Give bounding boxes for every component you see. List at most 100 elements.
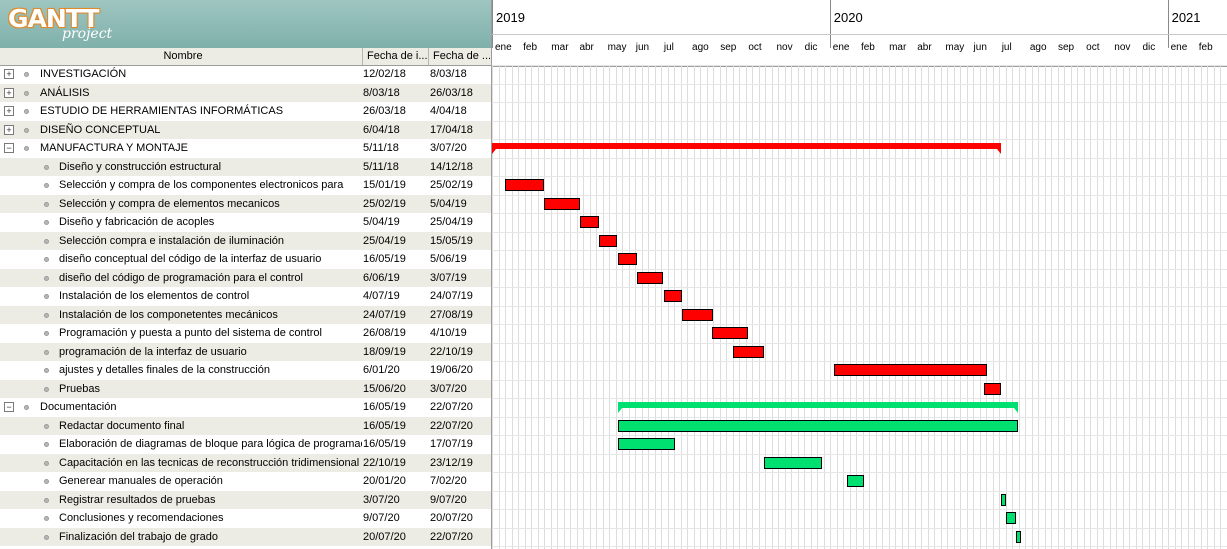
task-start-date: 22/10/19 (363, 456, 406, 469)
month-label: oct (1086, 42, 1100, 53)
task-row[interactable]: Pruebas 15/06/20 3/07/20 (0, 379, 491, 398)
grid-line (1044, 65, 1046, 549)
column-header-name[interactable]: Nombre (163, 50, 203, 62)
task-row[interactable]: Generear manuales de operación 20/01/20 7/… (0, 472, 491, 491)
month-label: may (607, 42, 627, 53)
task-name-cell: Generear manuales de operación (0, 472, 362, 490)
task-name: ANÁLISIS (40, 86, 90, 99)
task-bar[interactable] (711, 327, 749, 339)
task-row[interactable]: Diseño y fabricación de acoples 5/04/19 25… (0, 213, 491, 232)
task-row[interactable]: Elaboración de diagramas de bloque para … (0, 435, 491, 454)
task-row[interactable]: Redactar documento final 16/05/19 22/07/20 (0, 416, 491, 435)
expand-icon[interactable]: + (4, 106, 14, 116)
month-header: ene feb mar abr may jun jul ago sep oct nov dic ene f… (492, 34, 1227, 67)
task-start-date: 4/07/19 (363, 290, 400, 302)
collapse-icon[interactable]: − (4, 143, 14, 153)
task-bar[interactable] (504, 179, 545, 191)
task-group-row[interactable]: − Documentación 16/05/19 22/07/20 (0, 398, 491, 417)
task-group-row[interactable]: + DISEÑO CONCEPTUAL 6/04/18 17/04/18 (0, 120, 491, 139)
grid-line (635, 65, 636, 549)
task-bar[interactable] (544, 197, 581, 210)
task-start-date: 16/05/19 (363, 419, 406, 432)
task-row[interactable]: Instalación de los componetentes mecánic… (0, 305, 491, 324)
task-bar[interactable] (663, 290, 682, 302)
task-bar[interactable] (983, 382, 1001, 395)
task-name-cell: − Documentación (0, 398, 362, 416)
task-bar[interactable] (598, 234, 618, 247)
task-start-date: 20/07/20 (363, 530, 406, 543)
grid-line (778, 65, 779, 549)
task-row[interactable]: diseño del código de programación para e… (0, 268, 491, 287)
column-header-start-date[interactable]: Fecha de i... (362, 48, 428, 65)
grid-row-line (492, 416, 1227, 418)
task-row[interactable]: Selección y compra de los componentes el… (0, 176, 491, 195)
task-bar[interactable] (1005, 512, 1016, 524)
grid-row-line (492, 361, 1227, 362)
task-name: MANUFACTURA Y MONTAJE (40, 142, 188, 154)
grid-line (511, 65, 513, 549)
task-end-date: 3/07/20 (430, 142, 467, 154)
task-row[interactable]: Instalación de los elementos de control 4… (0, 287, 491, 306)
task-bar[interactable] (580, 216, 599, 228)
task-name-cell: programación de la interfaz de usuario (0, 343, 362, 361)
summary-bar[interactable] (492, 143, 1001, 154)
task-row[interactable]: ajustes y detalles finales de la constru… (0, 361, 491, 380)
year-divider (1167, 0, 1169, 48)
task-bullet-icon (24, 146, 29, 151)
task-start-date: 15/01/19 (363, 179, 406, 191)
task-bar[interactable] (618, 419, 1018, 432)
expand-icon[interactable]: + (4, 69, 14, 79)
gantt-chart: 2019 2020 2021 ene feb mar abr may jun jul ago sep… (491, 0, 1227, 549)
grid-row-line (492, 324, 1227, 325)
task-row[interactable]: diseño conceptual del código de la inter… (0, 250, 491, 269)
task-bar[interactable] (764, 456, 822, 469)
collapse-icon[interactable]: − (4, 402, 14, 412)
task-bar[interactable] (618, 438, 676, 450)
task-group-row[interactable]: + INVESTIGACIÓN 12/02/18 8/03/18 (0, 65, 491, 84)
task-bullet-icon (44, 294, 49, 299)
task-start-date: 9/07/20 (363, 512, 400, 524)
task-row[interactable]: Diseño y construcción estructural 5/11/18… (0, 157, 491, 176)
task-bullet-icon (44, 386, 49, 392)
task-row[interactable]: Selección compra e instalación de ilumin… (0, 231, 491, 250)
task-bullet-icon (44, 442, 49, 447)
task-row[interactable]: Finalización del trabajo de grado 20/07/2… (0, 527, 491, 546)
task-bar[interactable] (1015, 530, 1021, 543)
expand-icon[interactable]: + (4, 124, 14, 135)
task-row[interactable]: Registrar resultados de pruebas 3/07/20 9/… (0, 490, 491, 509)
grid-row-line (492, 250, 1227, 251)
summary-bar[interactable] (618, 402, 1018, 413)
grid-line (797, 65, 799, 549)
grid-line (960, 65, 961, 549)
task-row[interactable]: Conclusiones y recomendaciones 9/07/20 20/… (0, 509, 491, 528)
task-name-cell: Diseño y fabricación de acoples (0, 213, 362, 231)
task-bar[interactable] (1000, 493, 1006, 506)
task-row[interactable]: Programación y puesta a punto del sistem… (0, 324, 491, 343)
task-start-date: 6/06/19 (363, 271, 400, 284)
task-row[interactable]: Capacitación en las tecnicas de reconstr… (0, 453, 491, 472)
grid-line (1038, 65, 1039, 549)
task-name-cell: ajustes y detalles finales de la constru… (0, 361, 362, 379)
task-bar[interactable] (681, 308, 713, 321)
task-group-row[interactable]: − MANUFACTURA Y MONTAJE 5/11/18 3/07/20 (0, 139, 491, 158)
column-header-end-date[interactable]: Fecha de ... (428, 48, 491, 65)
task-group-row[interactable]: + ESTUDIO DE HERRAMIENTAS INFORMÁTICAS 26/… (0, 102, 491, 121)
task-bar[interactable] (733, 345, 765, 358)
task-bar[interactable] (618, 253, 637, 265)
task-row[interactable]: programación de la interfaz de usuario 18… (0, 342, 491, 361)
task-name: ESTUDIO DE HERRAMIENTAS INFORMÁTICAS (40, 105, 284, 117)
task-row[interactable]: Selección y compra de elementos mecanico… (0, 194, 491, 213)
task-bar[interactable] (834, 364, 988, 376)
grid-line (1103, 65, 1104, 549)
grid-row-line (492, 231, 1227, 233)
grid-line (1012, 65, 1013, 549)
task-name-cell: diseño del código de programación para e… (0, 269, 362, 287)
grid-line (700, 65, 701, 549)
task-bar[interactable] (637, 271, 663, 284)
task-group-row[interactable]: + ANÁLISIS 8/03/18 26/03/18 (0, 83, 491, 102)
task-bar[interactable] (847, 475, 864, 487)
grid-line (654, 65, 656, 549)
expand-icon[interactable]: + (4, 87, 14, 98)
grid-line (674, 65, 675, 549)
task-start-date: 6/04/18 (363, 123, 400, 136)
